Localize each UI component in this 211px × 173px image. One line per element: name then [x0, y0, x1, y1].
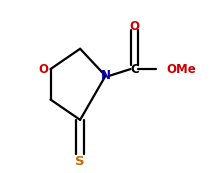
Text: O: O: [129, 20, 139, 33]
Text: N: N: [100, 69, 111, 82]
Text: C: C: [130, 63, 139, 76]
Text: S: S: [75, 155, 85, 168]
Text: OMe: OMe: [166, 63, 196, 76]
Text: O: O: [39, 63, 49, 76]
